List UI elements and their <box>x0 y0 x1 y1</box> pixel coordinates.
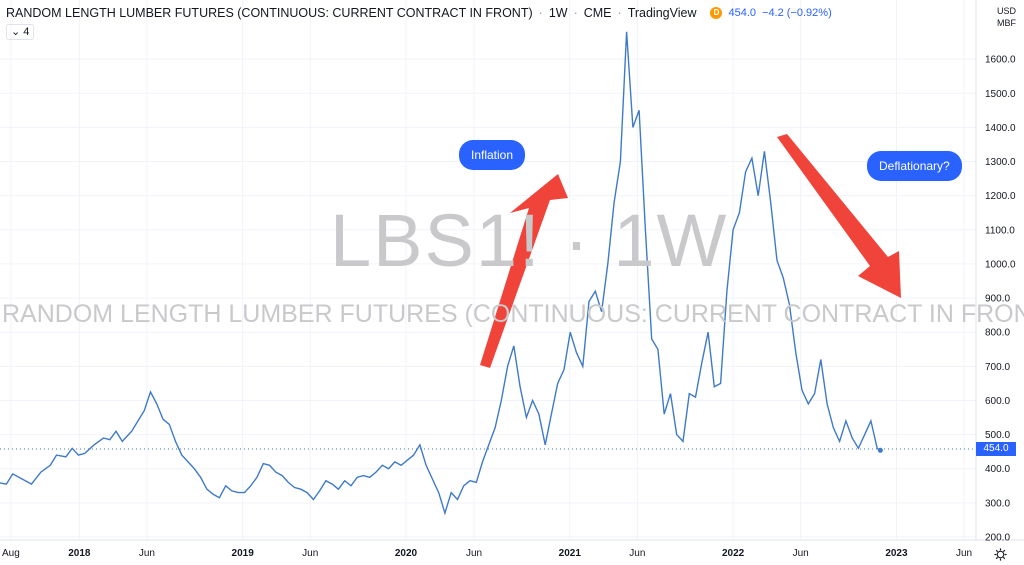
x-tick-label: 2023 <box>885 548 908 559</box>
currency-unit[interactable]: USD MBF <box>997 5 1016 29</box>
x-tick-label: Jun <box>302 548 318 559</box>
currency-label: USD <box>996 6 1016 16</box>
y-tick-label: 1100.0 <box>985 225 1015 236</box>
x-tick-label: Jun <box>629 548 645 559</box>
inflation-arrow <box>480 174 568 368</box>
y-tick-label: 1600.0 <box>985 55 1016 66</box>
y-tick-label: 900.0 <box>985 294 1010 305</box>
grid <box>0 0 976 540</box>
price-axis[interactable]: 200.0 300.0 400.0 500.0 600.0 700.0 800.0 900.0… <box>985 55 1016 544</box>
unit-label: MBF <box>996 18 1016 28</box>
watermark-description: RANDOM LENGTH LUMBER FUTURES (CONTINUOUS… <box>2 300 1024 328</box>
gear-icon[interactable] <box>994 548 1007 564</box>
y-tick-label: 1000.0 <box>985 259 1016 270</box>
last-price-badge: 454.0 <box>976 442 1016 456</box>
deflation-arrow <box>777 134 901 298</box>
y-tick-label: 600.0 <box>985 396 1010 407</box>
x-tick-label: Jun <box>466 548 482 559</box>
y-tick-label: 1200.0 <box>985 191 1016 202</box>
y-tick-label: 800.0 <box>985 328 1010 339</box>
last-price: 454.0 <box>728 7 757 19</box>
delayed-data-icon[interactable]: D <box>710 7 723 19</box>
x-tick-label: 2018 <box>68 548 91 559</box>
source-label: TradingView <box>627 6 697 20</box>
inflation-label: Inflation <box>459 140 526 170</box>
chart-header: RANDOM LENGTH LUMBER FUTURES (CONTINUOUS… <box>6 6 832 20</box>
x-tick-label: Aug <box>2 548 20 559</box>
watermark-symbol: LBS1! · 1W <box>330 199 729 282</box>
y-tick-label: 1400.0 <box>985 123 1016 134</box>
series-line <box>0 31 881 516</box>
y-tick-label: 1500.0 <box>985 89 1016 100</box>
y-tick-label: 700.0 <box>985 362 1010 373</box>
x-tick-label: Jun <box>793 548 809 559</box>
price-change: −4.2 (−0.92%) <box>762 7 832 19</box>
last-point-marker <box>877 447 883 453</box>
y-tick-label: 200.0 <box>985 533 1010 544</box>
separator: · <box>617 6 622 20</box>
separator: · <box>573 6 578 20</box>
x-tick-label: Jun <box>139 548 155 559</box>
exchange-label: CME <box>583 6 612 20</box>
y-tick-label: 400.0 <box>985 464 1010 475</box>
x-tick-label: 2021 <box>559 548 582 559</box>
x-tick-label: 2020 <box>395 548 418 559</box>
symbol-title[interactable]: RANDOM LENGTH LUMBER FUTURES (CONTINUOUS… <box>6 6 533 20</box>
y-tick-label: 1300.0 <box>985 157 1016 168</box>
indicator-toggle-button[interactable]: ⌄ 4 <box>6 24 35 40</box>
time-axis[interactable]: Aug 2018 Jun 2019 Jun 2020 Jun 2021 Jun 2022 Jun 20… <box>2 548 972 559</box>
y-tick-label: 300.0 <box>985 498 1010 509</box>
deflationary-label: Deflationary? <box>867 151 962 181</box>
x-tick-label: 2022 <box>722 548 745 559</box>
x-tick-label: Jun <box>956 548 972 559</box>
y-tick-label: 500.0 <box>985 430 1010 441</box>
x-tick-label: 2019 <box>232 548 255 559</box>
separator: · <box>538 6 543 20</box>
interval-label[interactable]: 1W <box>548 6 568 20</box>
